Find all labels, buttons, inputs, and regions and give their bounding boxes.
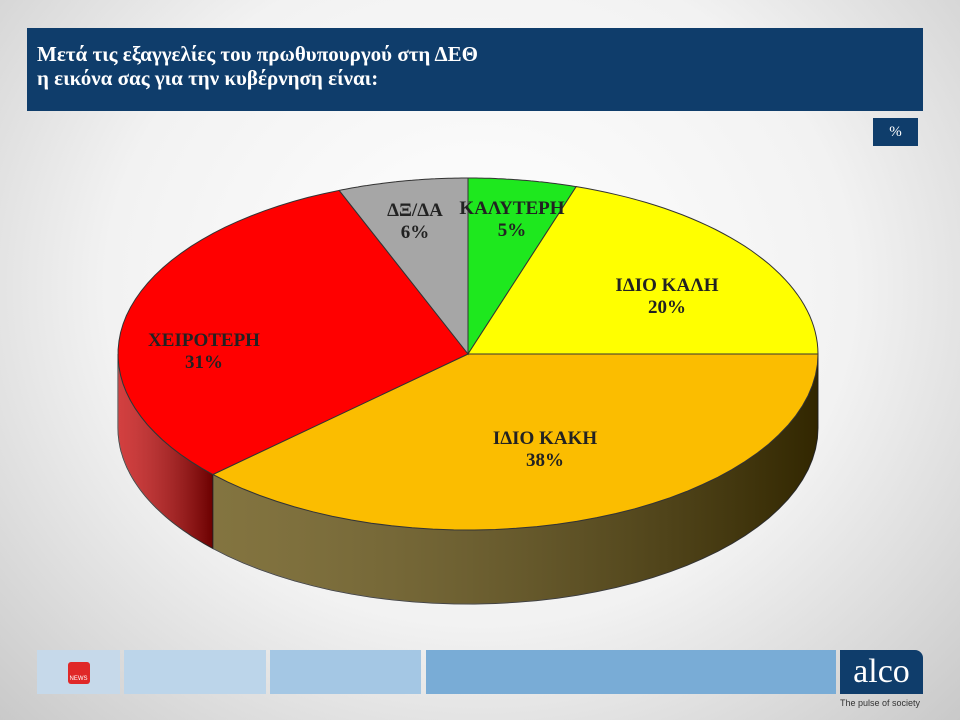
news-logo-box: NEWS [37,650,120,694]
news-logo: NEWS [67,662,90,684]
chart-title: Μετά τις εξαγγελίες του πρωθυπουργού στη… [27,28,923,111]
footer-bar-2 [270,650,421,694]
label-worse: ΧΕΙΡΟΤΕΡΗ 31% [148,330,260,373]
pie-slice-0 [467,177,578,356]
title-line-1: Μετά τις εξαγγελίες του πρωθυπουργού στη… [37,42,478,66]
label-same-bad: ΙΔΙΟ ΚΑΚΗ 38% [492,428,598,471]
label-same-good: ΙΔΙΟ ΚΑΛΗ 20% [615,275,719,318]
pie-wall-2 [212,354,818,604]
footer-bar-3 [426,650,836,694]
label-better: ΚΑΛΥΤΕΡΗ 5% [459,198,565,241]
pie-slice-3 [117,189,469,476]
pie-slice-4 [338,177,469,356]
alco-logo: alco [840,650,923,694]
title-line-2: η εικόνα σας για την κυβέρνηση είναι: [37,66,379,90]
pie-wall-3 [118,354,213,549]
label-dk: ΔΞ/ΔΑ 6% [387,200,443,243]
footer-bar-1 [124,650,266,694]
pie-slice-2 [211,353,819,531]
alco-tagline: The pulse of society [840,698,921,708]
unit-badge: % [873,118,918,146]
pie-slice-1 [467,186,819,355]
